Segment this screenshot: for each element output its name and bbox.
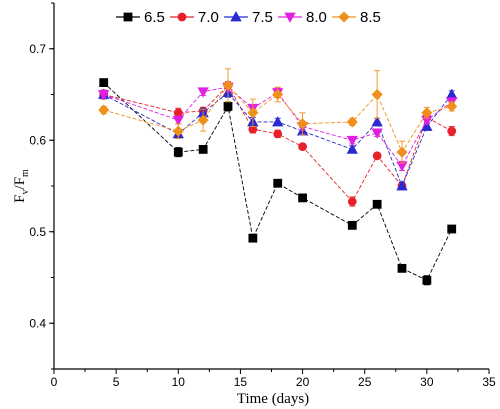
legend-label: 7.5 (252, 9, 273, 26)
legend-item: 7.5 (224, 9, 273, 26)
data-point (422, 275, 432, 285)
data-point (273, 178, 283, 188)
data-point (371, 128, 383, 139)
data-point (371, 116, 383, 127)
data-point (98, 90, 110, 101)
x-tick-label: 30 (420, 375, 434, 389)
data-point (346, 135, 358, 147)
legend-marker (284, 12, 296, 23)
legend-marker (338, 11, 350, 23)
data-point (248, 233, 258, 243)
data-point (371, 88, 383, 101)
data-point (297, 118, 309, 130)
data-point (298, 142, 307, 152)
x-tick-label: 0 (51, 375, 58, 389)
legend-label: 7.0 (198, 9, 219, 26)
y-axis-label-sub1: v (20, 189, 31, 194)
y-tick-label: 0.4 (29, 316, 46, 330)
y-axis-label-sep: /F (12, 177, 28, 190)
series-6.5 (99, 78, 457, 286)
legend-marker (230, 11, 242, 22)
x-tick-label: 5 (113, 375, 120, 389)
data-point (99, 78, 109, 88)
y-axis-label-sub2: m (20, 169, 31, 177)
data-point (372, 199, 382, 209)
y-axis-label-main: F (12, 194, 28, 202)
x-tick-label: 10 (172, 375, 186, 389)
legend-item: 6.5 (116, 9, 165, 26)
x-tick-label: 25 (358, 375, 372, 389)
data-point (447, 224, 457, 234)
data-point (347, 197, 357, 206)
data-point (396, 180, 408, 191)
data-point (98, 104, 110, 116)
data-point (421, 120, 433, 131)
data-point (298, 193, 307, 203)
data-point (446, 100, 458, 112)
data-point (272, 116, 284, 127)
legend: 6.5 7.0 7.5 8.0 8.5 (116, 9, 381, 26)
y-tick-label: 0.6 (29, 133, 46, 147)
data-point (172, 115, 184, 126)
x-axis-label: Time (days) (237, 391, 309, 407)
y-axis-label: Fv/Fm (12, 169, 31, 203)
x-tick-label: 15 (234, 375, 248, 389)
data-point (197, 114, 209, 126)
legend-label: 8.0 (306, 9, 327, 26)
data-point (446, 88, 458, 99)
y-tick-label: 0.5 (29, 225, 46, 239)
data-point (447, 126, 457, 136)
data-point (396, 146, 408, 158)
data-point (173, 108, 183, 118)
data-point (247, 107, 259, 119)
series-7.5 (98, 86, 458, 191)
data-point (347, 220, 357, 230)
series-layer (98, 68, 458, 286)
series-8.5 (98, 68, 458, 164)
series-line (103, 84, 452, 154)
legend-label: 6.5 (144, 9, 165, 26)
legend-item: 8.0 (278, 9, 327, 26)
legend-marker (177, 12, 187, 22)
data-point (223, 101, 233, 111)
x-tick-label: 35 (482, 375, 496, 389)
legend-item: 7.0 (170, 9, 219, 26)
data-point (372, 151, 382, 161)
data-point (273, 129, 283, 139)
y-tick-label: 0.7 (29, 42, 46, 56)
legend-item: 8.5 (332, 9, 381, 26)
data-point (346, 143, 358, 154)
series-line (103, 92, 453, 188)
data-point (198, 144, 208, 154)
plot-area (98, 68, 458, 286)
x-axis-ticks: 0 5 10 15 20 25 30 35 (51, 369, 496, 389)
data-point (272, 88, 284, 101)
data-point (346, 116, 358, 128)
legend-label: 8.5 (360, 9, 381, 26)
data-point (173, 147, 183, 157)
y-axis-ticks: 0.4 0.5 0.6 0.7 (29, 2, 54, 370)
x-tick-label: 20 (296, 375, 310, 389)
data-point (172, 125, 184, 137)
data-point (397, 263, 407, 273)
data-point (222, 79, 234, 91)
data-point (197, 87, 209, 98)
data-point (421, 107, 433, 119)
legend-marker (123, 12, 133, 22)
